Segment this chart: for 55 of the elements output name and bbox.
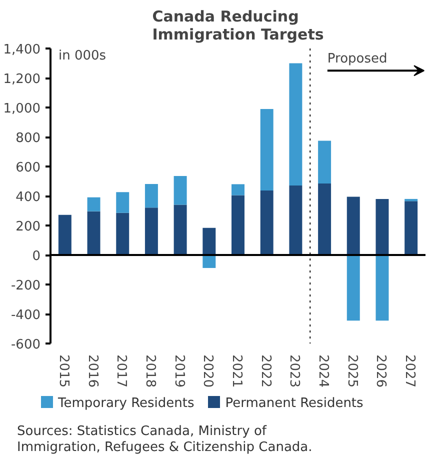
- bar: [289, 63, 302, 186]
- x-tick-label: 2017: [114, 354, 129, 388]
- annotation: in 000s: [58, 48, 106, 64]
- bar: [58, 214, 72, 255]
- bar: [232, 195, 244, 255]
- bar: [404, 201, 418, 255]
- x-tick-label: 2018: [142, 354, 158, 388]
- bar: [144, 208, 158, 255]
- bar: [376, 255, 389, 321]
- bar: [346, 196, 360, 255]
- x-tick-label: 2019: [171, 354, 186, 388]
- y-tick-label: -600: [10, 338, 41, 352]
- bar: [260, 108, 274, 191]
- source-note: Sources: Statistics Canada, Ministry of Immigration, Refugees & Citizenship Canada.: [17, 424, 312, 456]
- y-tick-label: 800: [16, 131, 41, 146]
- bar: [202, 255, 216, 268]
- chart-title: Canada Reducing Immigration Targets: [152, 8, 324, 44]
- bar: [174, 176, 187, 205]
- x-tick-label: 2022: [258, 354, 273, 388]
- bar: [318, 140, 332, 184]
- x-tick-label: 2015: [56, 354, 71, 388]
- y-tick-label: 600: [16, 160, 41, 176]
- bar: [116, 192, 130, 213]
- bar: [202, 228, 216, 255]
- x-tick-label: 2024: [316, 354, 331, 388]
- y-tick-label: 1,000: [3, 102, 40, 116]
- bar: [144, 184, 158, 208]
- bar: [260, 190, 274, 255]
- bar: [87, 211, 100, 255]
- x-tick-label: 2026: [373, 354, 388, 388]
- y-tick-label: 1,200: [3, 72, 40, 87]
- bar: [404, 198, 418, 202]
- ref-line-label: Proposed: [327, 51, 388, 66]
- bar: [289, 186, 302, 255]
- legend-label: Permanent Residents: [225, 396, 364, 411]
- bar: [232, 184, 244, 196]
- y-tick-label: 0: [32, 249, 41, 264]
- x-tick-label: 2016: [84, 354, 100, 388]
- bar: [87, 197, 100, 212]
- legend-label: Temporary Residents: [58, 396, 194, 411]
- x-tick-label: 2023: [286, 354, 302, 388]
- y-tick-label: 200: [16, 220, 41, 234]
- bar: [318, 183, 332, 255]
- y-tick-label: -400: [10, 308, 41, 323]
- x-tick-label: 2027: [402, 354, 418, 388]
- bar: [174, 204, 187, 255]
- y-tick-label: 400: [16, 190, 41, 205]
- bar: [376, 198, 389, 255]
- bar: [116, 212, 130, 255]
- bar: [346, 255, 360, 321]
- y-tick-label: -200: [10, 278, 41, 294]
- y-tick-label: 1,400: [3, 42, 40, 58]
- x-tick-label: 2025: [344, 354, 360, 388]
- x-tick-label: 2020: [200, 354, 216, 388]
- x-tick-label: 2021: [229, 354, 244, 388]
